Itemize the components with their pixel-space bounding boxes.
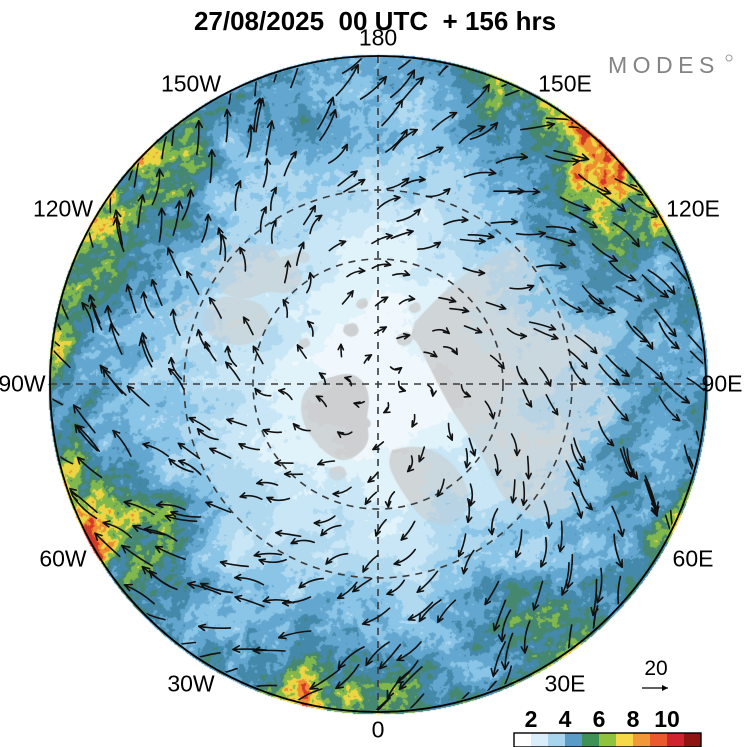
svg-text:4: 4 — [559, 706, 572, 732]
svg-text:2: 2 — [525, 706, 538, 732]
svg-text:10: 10 — [654, 706, 680, 732]
svg-text:8: 8 — [627, 706, 640, 732]
svg-text:6: 6 — [593, 706, 606, 732]
svg-text:MODES: MODES — [608, 52, 720, 78]
svg-text:20: 20 — [644, 657, 667, 680]
